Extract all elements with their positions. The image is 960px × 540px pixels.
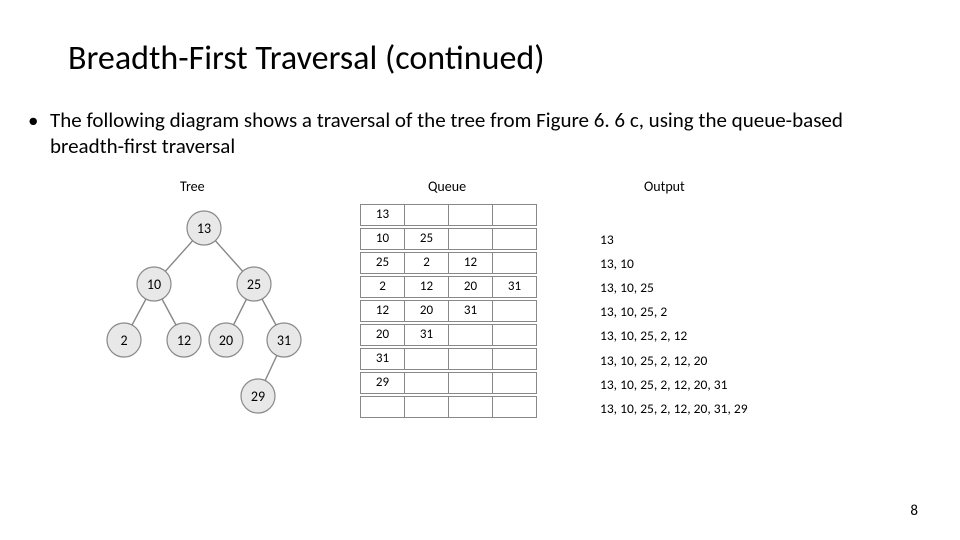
tree-node-label: 31: [277, 332, 291, 349]
output-line: 13, 10, 25, 2, 12, 20: [600, 349, 748, 373]
output-line: 13, 10, 25, 2, 12: [600, 324, 748, 348]
queue-cell: 12: [361, 300, 405, 321]
queue-cell: 13: [361, 204, 405, 225]
queue-row: [361, 396, 537, 417]
output-line: 13: [600, 228, 748, 252]
queue-cell: [493, 372, 537, 393]
queue-cell: 12: [405, 276, 449, 297]
queue-cell: 31: [493, 276, 537, 297]
queue-cell: 25: [361, 252, 405, 273]
tree-node-label: 2: [120, 332, 127, 349]
queue-cell: [449, 372, 493, 393]
tree-node-label: 25: [247, 276, 261, 293]
queue-cell: [449, 396, 493, 417]
tree-node-label: 13: [197, 220, 211, 237]
queue-cell: [493, 324, 537, 345]
diagram-area: Tree Queue Output 131025212203129 131025…: [60, 178, 900, 498]
output-line: 13, 10, 25, 2, 12, 20, 31, 29: [600, 397, 748, 421]
queue-cell: [405, 204, 449, 225]
queue-cell: 12: [449, 252, 493, 273]
output-line: 13, 10, 25: [600, 276, 748, 300]
header-queue: Queue: [428, 178, 466, 195]
queue-cell: [449, 348, 493, 369]
page-number: 8: [910, 502, 918, 520]
queue-cell: [449, 204, 493, 225]
header-tree: Tree: [180, 178, 205, 195]
queue-cell: [493, 348, 537, 369]
tree-node-label: 29: [251, 388, 265, 405]
queue-cell: [449, 324, 493, 345]
output-line: [600, 204, 748, 228]
queue-table: 13102525212212203112203120313129: [360, 204, 537, 418]
slide-title: Breadth-First Traversal (continued): [68, 38, 900, 79]
queue-row: 13: [361, 204, 537, 225]
queue-cell: [493, 252, 537, 273]
output-line: 13, 10, 25, 2, 12, 20, 31: [600, 373, 748, 397]
queue-cell: [405, 396, 449, 417]
queue-cell: [405, 372, 449, 393]
header-output: Output: [644, 178, 685, 195]
queue-cell: 31: [405, 324, 449, 345]
queue-cell: [493, 300, 537, 321]
queue-cell: [493, 396, 537, 417]
queue-cell: 20: [361, 324, 405, 345]
queue-cell: 2: [405, 252, 449, 273]
queue-cell: [493, 228, 537, 249]
queue-cell: 29: [361, 372, 405, 393]
output-line: 13, 10, 25, 2: [600, 300, 748, 324]
queue-cell: 31: [449, 300, 493, 321]
queue-cell: [405, 348, 449, 369]
tree-diagram: 13 10 25 2 12 20 31 29: [100, 204, 320, 424]
queue-cell: 20: [405, 300, 449, 321]
queue-cell: 25: [405, 228, 449, 249]
queue-row: 29: [361, 372, 537, 393]
queue-cell: 20: [449, 276, 493, 297]
queue-row: 2122031: [361, 276, 537, 297]
queue-cell: [361, 396, 405, 417]
output-line: 13, 10: [600, 252, 748, 276]
queue-cell: 2: [361, 276, 405, 297]
queue-cell: 31: [361, 348, 405, 369]
tree-node-label: 12: [177, 332, 191, 349]
queue-row: 25212: [361, 252, 537, 273]
queue-cell: [449, 228, 493, 249]
tree-node-label: 10: [147, 276, 161, 293]
queue-cell: 10: [361, 228, 405, 249]
queue-row: 1025: [361, 228, 537, 249]
tree-node-label: 20: [219, 332, 233, 349]
queue-row: 31: [361, 348, 537, 369]
output-list: 1313, 1013, 10, 2513, 10, 25, 213, 10, 2…: [600, 204, 748, 422]
queue-row: 122031: [361, 300, 537, 321]
bullet-text: The following diagram shows a traversal …: [30, 107, 900, 160]
queue-row: 2031: [361, 324, 537, 345]
queue-cell: [493, 204, 537, 225]
